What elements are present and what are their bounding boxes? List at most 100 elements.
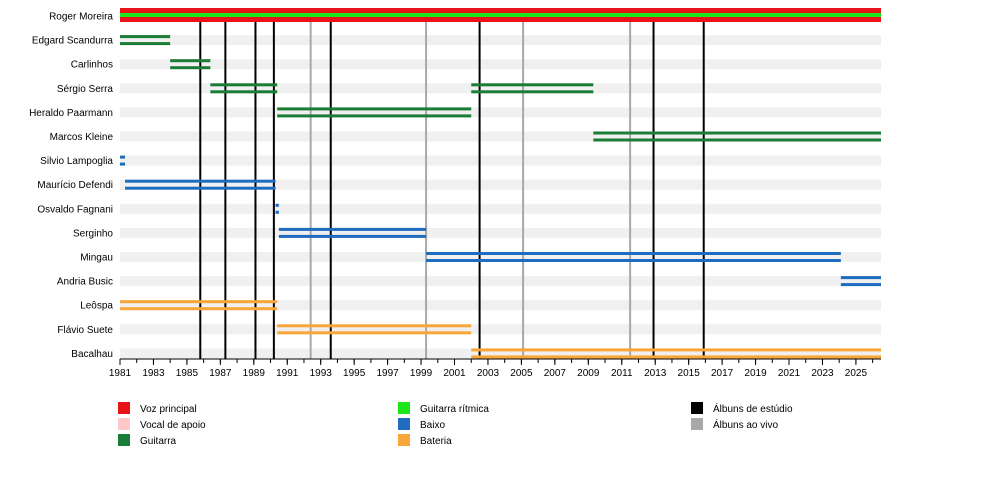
bar-bass [120,155,126,159]
tick-label: 1993 [310,368,333,379]
x-axis: 1981 1983 1985 1987 1989 1991 1993 1995 1997 1999… [109,358,881,379]
bar-drums [471,355,881,359]
bar-vocal [120,8,881,13]
legend-swatch [398,402,410,414]
tick-label: 1991 [276,368,299,379]
tick-label: 1981 [109,368,132,379]
bar-drums [120,300,278,304]
tick-label: 1995 [343,368,366,379]
tick-label: 2009 [577,368,600,379]
legend-swatch [118,434,130,446]
member-name: Maurício Defendi [37,180,113,191]
bar-bass [125,186,276,190]
tick-label: 2003 [477,368,500,379]
bar-guitar [120,35,171,39]
legend-label: Bateria [420,436,452,447]
legend: Voz principal Vocal de apoio Guitarra Guita… [118,402,793,447]
bar-guitar [593,131,881,135]
member-name: Serginho [73,228,113,239]
bar-bass [426,252,841,255]
bar-guitar [120,42,171,46]
bar-bass [275,210,279,214]
bar-guitar [170,59,211,63]
tick-label: 2015 [678,368,701,379]
row-stripe [120,83,881,94]
legend-swatch [691,418,703,430]
bar-guitar [277,107,472,111]
tick-label: 2023 [811,368,834,379]
row-stripe [120,252,881,262]
bar-guitar [593,138,881,142]
row-stripe [120,107,881,118]
tick-label: 1999 [410,368,433,379]
member-name: Heraldo Paarmann [29,108,113,119]
member-name: Carlinhos [71,60,113,71]
legend-swatch [118,418,130,430]
member-bars [120,8,881,359]
member-name: Sérgio Serra [57,84,114,95]
row-stripe [120,203,881,214]
bar-guitar [471,90,594,94]
tick-label: 2017 [711,368,734,379]
bar-bass [426,259,841,262]
row-stripe [120,348,881,359]
bar-drums [277,331,472,335]
row-stripe [120,227,881,238]
row-stripe [120,324,881,335]
row-stripe [120,155,881,166]
tick-label: 2013 [644,368,667,379]
member-name: Flávio Suete [57,325,113,336]
tick-label: 2019 [744,368,767,379]
bar-bass [278,234,427,238]
legend-label: Vocal de apoio [140,420,206,431]
bar-bass [840,276,881,280]
bar-bass [275,203,279,207]
bar-guitar [210,90,278,94]
tick-label: 2025 [845,368,868,379]
bar-bass [125,179,276,183]
legend-label: Álbuns ao vivo [713,418,778,431]
bar-bass [278,227,427,231]
legend-swatch [118,402,130,414]
row-stripe [120,300,881,311]
member-name: Bacalhau [71,349,113,360]
row-stripe [120,131,881,142]
member-name: Osvaldo Fagnani [37,204,113,215]
tick-label: 2005 [510,368,533,379]
row-stripes [120,11,881,359]
legend-swatch [398,434,410,446]
bar-vocal [120,17,881,22]
member-name: Andria Busic [57,277,113,288]
legend-swatch [691,402,703,414]
bar-guitar [210,83,278,87]
tick-label: 1989 [243,368,266,379]
bar-guitar [170,66,211,70]
bar-rhythm-guitar [120,13,881,17]
legend-label: Guitarra [140,436,177,447]
bar-bass [120,162,126,166]
legend-label: Álbuns de estúdio [713,402,793,415]
tick-label: 2007 [544,368,567,379]
bar-guitar [471,83,594,87]
member-name: Leôspa [80,301,113,312]
tick-label: 1987 [209,368,232,379]
bar-bass [840,283,881,287]
tick-label: 2001 [443,368,466,379]
bar-guitar [277,114,472,118]
member-name: Roger Moreira [49,12,113,23]
tick-label: 1985 [176,368,199,379]
row-stripe [120,276,881,287]
member-labels: Roger Moreira Edgard Scandurra Carlinhos Sé… [29,12,113,360]
row-stripe [120,35,881,46]
legend-label: Guitarra rítmica [420,404,489,415]
tick-label: 2011 [611,368,633,379]
row-stripe [120,179,881,190]
legend-label: Voz principal [140,404,197,415]
member-name: Silvio Lampoglia [40,156,113,167]
member-name: Edgard Scandurra [32,36,114,47]
tick-label: 1983 [142,368,165,379]
member-name: Mingau [80,253,113,264]
legend-swatch [398,418,410,430]
bar-drums [471,348,881,352]
